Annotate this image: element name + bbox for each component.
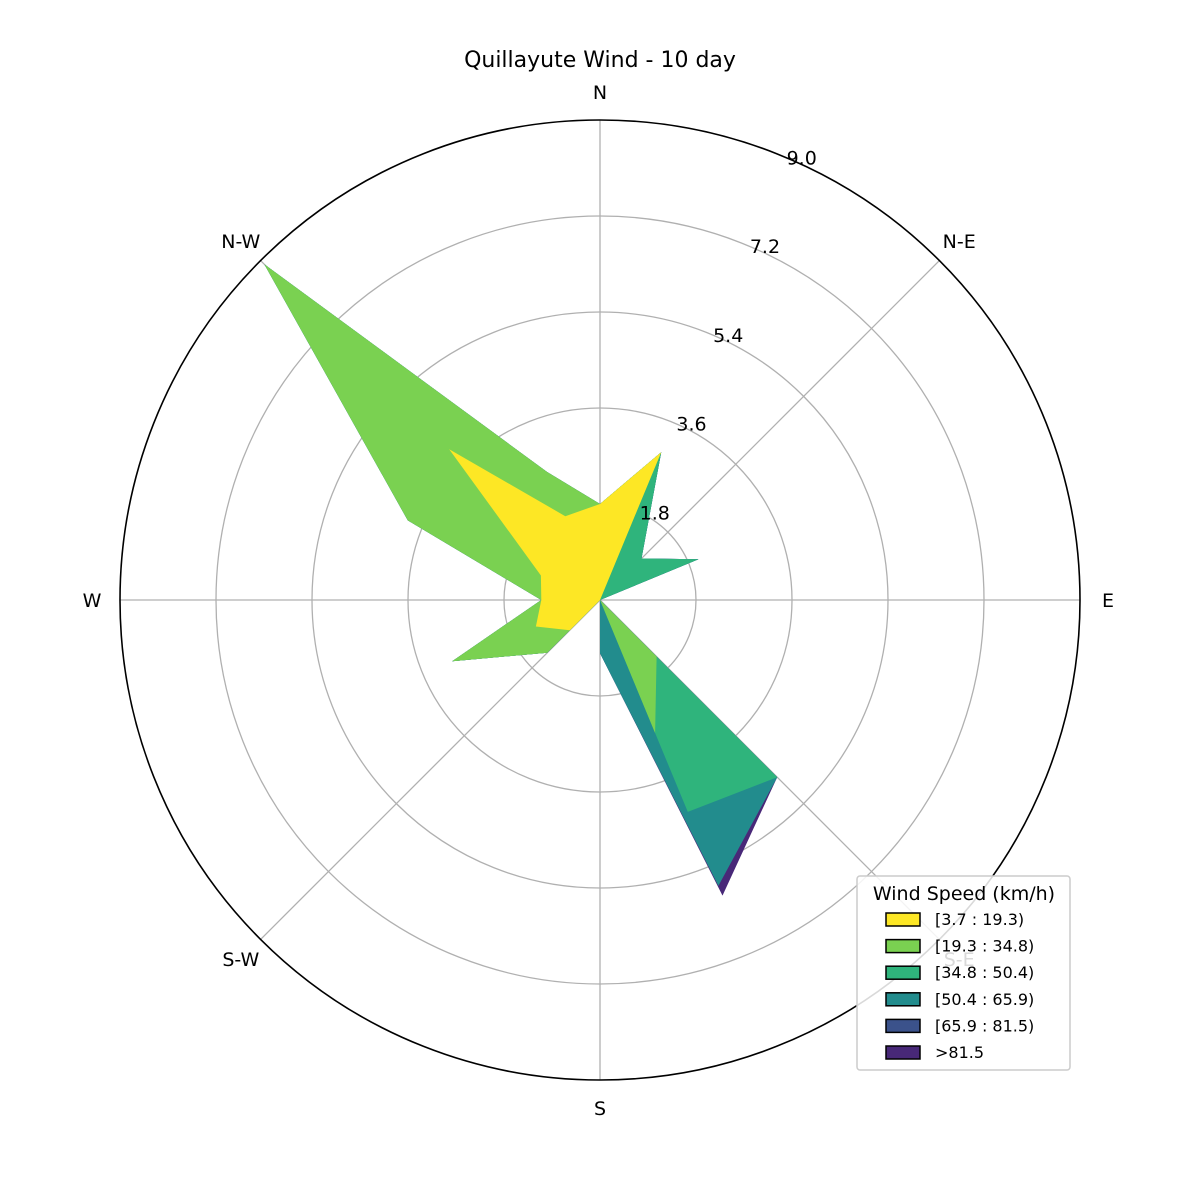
- direction-label-n: N: [593, 82, 607, 104]
- radial-tick-label-3: 5.4: [713, 325, 743, 347]
- grid-spoke-s-w: [260, 599, 601, 940]
- speed-band-petal-1: [449, 449, 662, 631]
- polar-frame: [119, 119, 1081, 1081]
- legend-swatch-1: [885, 912, 921, 927]
- legend-label-1: [3.7 : 19.3): [935, 910, 1024, 929]
- legend-swatch-5: [885, 1018, 921, 1034]
- legend-label-6: >81.5: [935, 1043, 984, 1062]
- direction-label-s-w: S-W: [222, 949, 259, 971]
- legend-swatch-4: [885, 992, 921, 1007]
- direction-label-e: E: [1102, 590, 1114, 612]
- radial-tick-label-2: 3.6: [676, 414, 706, 436]
- outer-frame-circle: [119, 119, 1081, 1081]
- radial-tick-label-4: 7.2: [750, 236, 780, 258]
- legend-swatch-2: [885, 938, 921, 954]
- grid-spoke-n-e: [599, 260, 940, 601]
- legend-label-3: [34.8 : 50.4): [935, 963, 1034, 982]
- direction-label-n-w: N-W: [221, 231, 260, 253]
- legend: Wind Speed (km/h) [3.7 : 19.3) [19.3 : 34…: [856, 875, 1071, 1071]
- legend-swatch-3: [885, 965, 921, 980]
- wind-petals: [264, 264, 778, 896]
- legend-title: Wind Speed (km/h): [873, 883, 1055, 905]
- legend-label-2: [19.3 : 34.8): [935, 937, 1034, 956]
- direction-label-w: W: [83, 590, 102, 612]
- direction-label-n-e: N-E: [943, 231, 976, 253]
- chart-title: Quillayute Wind - 10 day: [464, 48, 736, 73]
- legend-label-5: [65.9 : 81.5): [935, 1016, 1034, 1035]
- polar-grid: [120, 120, 1080, 1080]
- legend-swatch-6: [885, 1045, 921, 1060]
- direction-label-s: S: [594, 1098, 606, 1120]
- radial-tick-label-5: 9.0: [787, 148, 817, 170]
- radial-tick-label-1: 1.8: [640, 502, 670, 524]
- legend-label-4: [50.4 : 65.9): [935, 990, 1034, 1009]
